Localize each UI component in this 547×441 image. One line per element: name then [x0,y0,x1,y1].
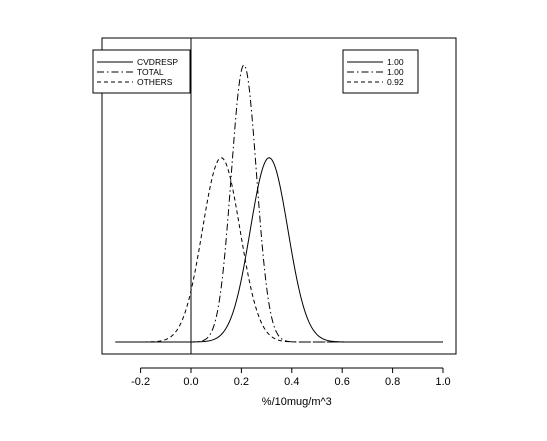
legend-right-label: 0.92 [387,77,404,87]
legend-left-label: OTHERS [137,77,173,87]
series-line-total [115,64,443,343]
x-tick-label: 1.0 [435,376,450,388]
legend-left-box [92,49,191,94]
legend-series-values: 1.001.000.92 [342,49,419,94]
plot-frame [101,37,457,355]
x-axis: -0.2 0.0 0.2 0.4 0.6 0.8 1.0 [131,367,451,388]
x-axis-title: %/10mug/m^3 [262,396,332,408]
series-line-others [115,157,443,343]
x-tick-label: 0.6 [335,376,350,388]
x-tick-label: -0.2 [131,376,150,388]
legend-right-label: 1.00 [387,67,404,77]
series-line-cvdresp [115,157,443,343]
x-tick-label: 0.4 [284,376,299,388]
x-tick-label: 0.2 [234,376,249,388]
x-tick-label: 0.0 [183,376,198,388]
x-tick-label: 0.8 [385,376,400,388]
legend-left-label: CVDRESP [137,57,178,67]
density-curves [115,64,443,343]
legend-left-label: TOTAL [137,67,164,77]
legend-right-label: 1.00 [387,57,404,67]
